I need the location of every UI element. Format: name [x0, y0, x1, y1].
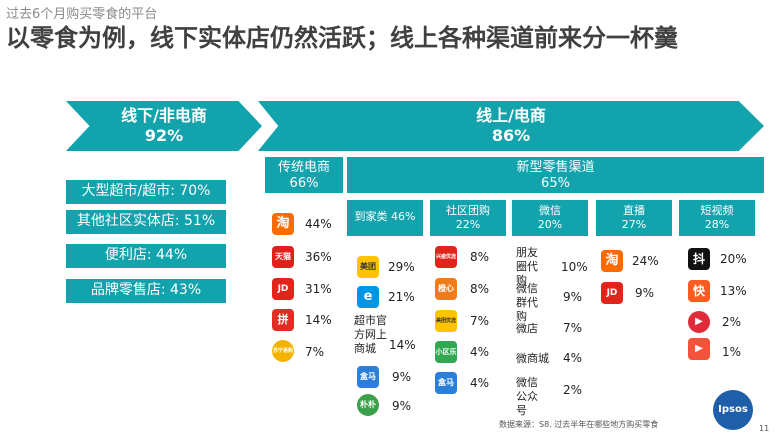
source-note: 数据来源：S8. 过去半年在哪些地方购买零食 — [499, 420, 659, 429]
headline: 以零食为例，线下实体店仍然活跃；线上各种渠道前来分一杯羹 — [6, 24, 678, 52]
kuaishou-icon: 快 — [688, 280, 710, 302]
ipsos-logo: Ipsos — [713, 390, 753, 430]
weixin-label: 微信 — [539, 204, 561, 217]
taobao-icon: 淘 — [272, 213, 294, 235]
weixin-pct: 10% — [561, 260, 588, 274]
meituan-youxuan-icon: 美团优选 — [435, 310, 457, 332]
shequ-pct: 7% — [470, 314, 490, 328]
new-retail-header: 新型零售渠道 65% — [347, 157, 764, 193]
weixin-label: 微商城 — [516, 352, 549, 365]
weixin-pct: 7% — [563, 321, 583, 335]
daojia-header: 到家类 46% — [347, 200, 423, 236]
weixin-pct: 20% — [537, 218, 563, 231]
duanshipin-pct: 28% — [704, 218, 730, 231]
daojia-pct: 29% — [388, 260, 415, 274]
offline-item: 大型超市/超市: 70% — [66, 180, 226, 204]
chaoshi-label: 超市官方网上商城 — [354, 314, 387, 355]
hema-icon: 盒马 — [435, 372, 457, 394]
duanshipin-pct: 1% — [722, 345, 742, 359]
chengxin-icon: 橙心 — [435, 278, 457, 300]
video-play-icon: ▶ — [688, 338, 710, 360]
eleme-icon: e — [357, 286, 379, 308]
traditional-pct: 44% — [305, 217, 332, 231]
online-chevron: 线上/电商 86% — [258, 101, 764, 151]
daojia-pct: 14% — [389, 338, 416, 352]
traditional-pct: 14% — [305, 313, 332, 327]
zhibo-pct: 24% — [632, 254, 659, 268]
weixin-pct: 9% — [563, 290, 583, 304]
weixin-pct: 2% — [563, 383, 583, 397]
tmall-icon: 天猫 — [272, 246, 294, 268]
traditional-pct: 31% — [305, 282, 332, 296]
daojia-pct: 9% — [392, 399, 412, 413]
new-retail-pct: 65% — [541, 176, 570, 191]
suning-icon: 苏宁易购 — [272, 340, 294, 362]
offline-item: 品牌零售店: 43% — [66, 279, 226, 303]
xingsheng-icon: 兴盛优选 — [435, 246, 457, 268]
duanshipin-pct: 13% — [720, 284, 747, 298]
offline-pct: 92% — [144, 126, 184, 145]
pinduoduo-icon: 拼 — [272, 309, 294, 331]
duanshipin-header: 短视频 28% — [679, 200, 755, 236]
offline-label: 线下/非电商 — [121, 106, 207, 125]
shequ-label: 社区团购 — [446, 204, 490, 217]
weixin-label: 朋友圈代购 — [516, 246, 538, 287]
online-pct: 86% — [491, 126, 531, 145]
offline-item: 便利店: 44% — [66, 244, 226, 268]
zhibo-pct: 27% — [621, 218, 647, 231]
taobao-live-icon: 淘 — [601, 250, 623, 272]
pupu-icon: 朴朴 — [357, 394, 379, 416]
shequ-pct: 4% — [470, 376, 490, 390]
shequ-pct: 8% — [470, 250, 490, 264]
weixin-label: 微店 — [516, 322, 538, 335]
zhibo-pct: 9% — [635, 286, 655, 300]
duanshipin-pct: 2% — [722, 315, 742, 329]
zhibo-header: 直播 27% — [596, 200, 672, 236]
shequ-header: 社区团购 22% — [430, 200, 506, 236]
offline-item: 其他社区实体店: 51% — [66, 210, 226, 234]
traditional-header: 传统电商 66% — [265, 157, 343, 193]
page-number: 11 — [759, 424, 770, 433]
play-icon: ▶ — [688, 311, 710, 333]
online-label: 线上/电商 — [476, 106, 546, 125]
weixin-header: 微信 20% — [512, 200, 588, 236]
subtitle: 过去6个月购买零食的平台 — [6, 7, 158, 22]
hema-icon: 盒马 — [357, 366, 379, 388]
shequ-pct: 8% — [470, 282, 490, 296]
zhibo-label: 直播 — [623, 204, 645, 217]
jd-icon: JD — [272, 278, 294, 300]
traditional-pct: 7% — [305, 345, 325, 359]
daojia-pct: 21% — [388, 290, 415, 304]
duanshipin-label: 短视频 — [700, 204, 734, 217]
weixin-pct: 4% — [563, 351, 583, 365]
traditional-pct: 66% — [289, 176, 319, 191]
meituan-icon: 美团 — [357, 256, 379, 278]
traditional-label: 传统电商 — [277, 160, 330, 175]
weixin-label: 微信公众号 — [516, 376, 538, 417]
jd-live-icon: JD — [601, 282, 623, 304]
traditional-pct: 36% — [305, 250, 332, 264]
shequ-pct: 22% — [455, 218, 481, 231]
duanshipin-pct: 20% — [720, 252, 747, 266]
daojia-pct: 9% — [392, 370, 412, 384]
shequ-pct: 4% — [470, 345, 490, 359]
new-retail-label: 新型零售渠道 — [516, 160, 595, 175]
offline-chevron: 线下/非电商 92% — [66, 101, 262, 151]
weixin-label: 微信群代购 — [516, 282, 538, 323]
xiaoqule-icon: 小区乐 — [435, 341, 457, 363]
douyin-icon: 抖 — [688, 248, 710, 270]
